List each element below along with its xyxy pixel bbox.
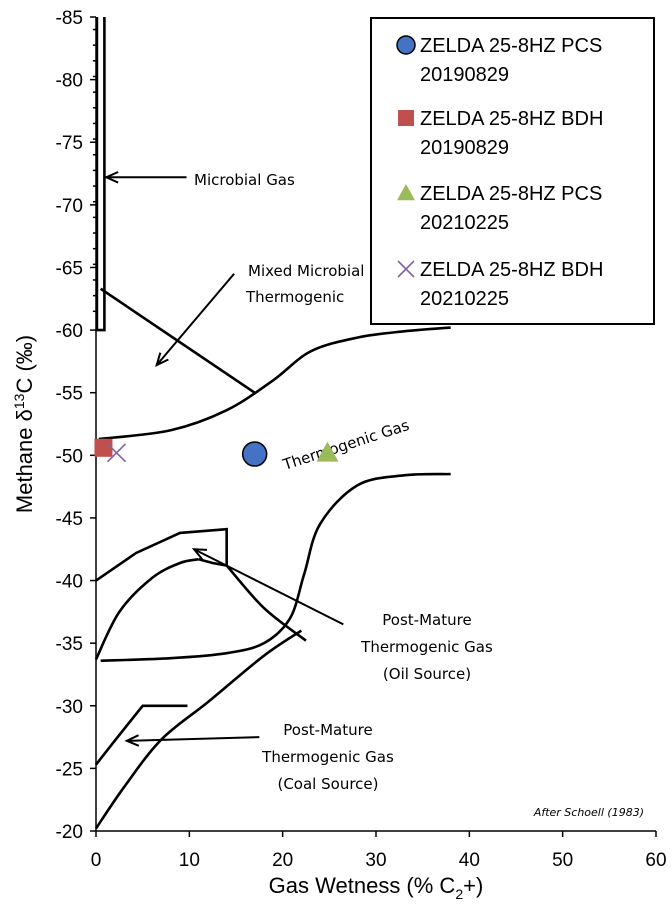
y-axis-ticks: -85 -80 -75 -70 -65 -60 -55 -50 -45 -40 -35 -30 -25 -…	[56, 8, 96, 843]
mixed-label-line1: Mixed Microbial	[248, 262, 364, 280]
mixed-label-line2: Thermogenic	[245, 288, 344, 306]
legend-marker-circle	[396, 35, 416, 55]
legend-marker-square	[398, 110, 414, 126]
legend: ZELDA 25-8HZ PCS 20190829 ZELDA 25-8HZ B…	[370, 17, 655, 325]
y-tick-label: -75	[56, 133, 83, 154]
y-tick-label: -85	[56, 8, 83, 29]
oil-source-inner-curve	[94, 557, 199, 661]
thermogenic-upper-boundary	[98, 326, 451, 441]
annotation-arrow	[103, 171, 187, 184]
y-tick-label: -30	[56, 697, 83, 718]
legend-marker-x	[397, 260, 415, 278]
legend-box	[370, 17, 655, 325]
oil-source-label-line3: (Oil Source)	[383, 665, 471, 683]
arrow-head	[155, 352, 169, 368]
y-tick-label: -35	[56, 634, 83, 655]
legend-entry-3-line2: 20210225	[420, 212, 509, 234]
arrow-shaft	[155, 273, 235, 366]
arrow-head	[191, 548, 208, 560]
oil-source-label-line1: Post-Mature	[382, 611, 471, 629]
legend-entry-3-line1: ZELDA 25-8HZ PCS	[420, 183, 602, 205]
oil-source-field-box	[95, 527, 228, 582]
annotation-arrow	[191, 548, 344, 626]
y-tick-label: -40	[56, 572, 83, 593]
coal-source-label-line3: (Coal Source)	[277, 775, 378, 793]
oil-source-label-line2: Thermogenic Gas	[360, 638, 493, 656]
y-tick-label: -55	[56, 384, 83, 405]
x-tick-label: 10	[179, 850, 200, 871]
arrow-head	[124, 734, 140, 747]
legend-entry-2-line1: ZELDA 25-8HZ BDH	[420, 108, 603, 130]
x-axis-ticks: 0 10 20 30 40 50 60	[91, 831, 667, 871]
data-point-circle	[241, 441, 268, 467]
legend-entry-4-line1: ZELDA 25-8HZ BDH	[420, 259, 603, 281]
arrow-shaft	[126, 736, 260, 742]
x-tick-label: 20	[272, 850, 293, 871]
source-credit: After Schoell (1983)	[533, 806, 644, 819]
y-tick-label: -50	[56, 446, 83, 467]
arrow-shaft	[193, 548, 344, 626]
y-tick-label: -65	[56, 258, 83, 279]
data-points	[94, 438, 339, 467]
x-tick-label: 50	[552, 850, 573, 871]
legend-marker-triangle	[397, 184, 415, 201]
data-point-square	[94, 438, 113, 457]
coal-source-upper-boundary	[94, 704, 188, 766]
legend-entry-2-line2: 20190829	[420, 137, 509, 159]
x-tick-label: 0	[91, 850, 102, 871]
x-axis-title: Gas Wetness (% C2+)	[269, 873, 484, 902]
microbial-gas-label: Microbial Gas	[194, 171, 295, 189]
data-point-x	[106, 443, 127, 463]
arrow-head	[103, 171, 119, 184]
y-tick-label: -25	[56, 759, 83, 780]
coal-source-label-line1: Post-Mature	[283, 721, 372, 739]
y-tick-label: -60	[56, 321, 83, 342]
x-tick-label: 60	[645, 850, 666, 871]
x-tick-label: 30	[365, 850, 386, 871]
annotation-arrows	[103, 171, 344, 747]
y-tick-label: -70	[56, 196, 83, 217]
legend-markers	[396, 35, 416, 278]
annotation-arrow	[155, 273, 235, 368]
microbial-field-box	[95, 17, 106, 332]
annotation-arrow	[124, 734, 260, 747]
legend-entry-1-line2: 20190829	[420, 64, 509, 86]
y-tick-label: -80	[56, 71, 83, 92]
y-axis-title: Methane δ13C (‰)	[11, 335, 37, 513]
coal-source-lower-boundary	[94, 629, 303, 830]
y-tick-label: -45	[56, 509, 83, 530]
coal-source-label-line2: Thermogenic Gas	[261, 748, 394, 766]
legend-entry-4-line2: 20210225	[420, 288, 509, 310]
data-point-triangle	[316, 441, 339, 462]
legend-entry-1-line1: ZELDA 25-8HZ PCS	[420, 35, 602, 57]
x-tick-label: 40	[459, 850, 480, 871]
y-tick-label: -20	[56, 822, 83, 843]
